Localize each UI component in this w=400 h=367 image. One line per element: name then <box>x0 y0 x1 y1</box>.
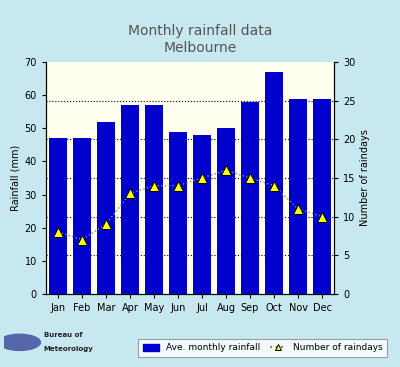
Circle shape <box>5 337 34 348</box>
Y-axis label: Number of raindays: Number of raindays <box>360 130 370 226</box>
Text: Monthly rainfall data: Monthly rainfall data <box>128 24 272 38</box>
Bar <box>313 99 331 294</box>
Text: Bureau of: Bureau of <box>44 332 82 338</box>
Legend: Ave. monthly rainfall, Number of raindays: Ave. monthly rainfall, Number of rainday… <box>138 339 388 357</box>
Bar <box>241 102 259 294</box>
Bar <box>265 72 283 294</box>
Bar <box>121 105 139 294</box>
Text: Melbourne: Melbourne <box>163 41 237 55</box>
Bar <box>217 128 235 294</box>
Text: Meteorology: Meteorology <box>44 346 93 352</box>
Bar <box>97 122 115 294</box>
Circle shape <box>11 339 28 346</box>
Bar <box>169 132 187 294</box>
Bar <box>49 138 67 294</box>
Circle shape <box>16 341 24 344</box>
Y-axis label: Rainfall (mm): Rainfall (mm) <box>10 145 20 211</box>
Bar <box>145 105 163 294</box>
Bar <box>289 99 307 294</box>
Bar <box>73 138 91 294</box>
Bar <box>193 135 211 294</box>
Circle shape <box>0 334 40 350</box>
